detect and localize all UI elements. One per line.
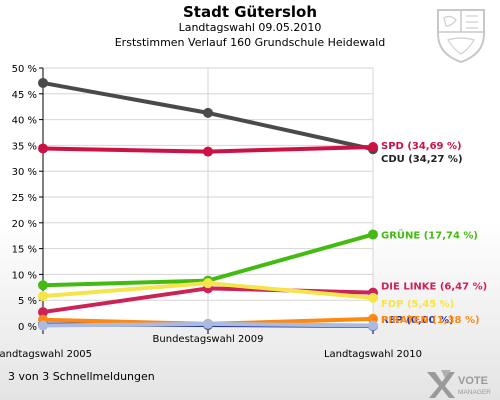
x-tick-label: Landtagswahl 2010 <box>324 349 422 360</box>
data-point-fdp <box>203 278 213 289</box>
logo-line1: VOTE <box>458 375 488 387</box>
data-point-grüne <box>368 229 378 240</box>
data-point-fdp <box>368 292 378 303</box>
vote-manager-x-icon <box>427 370 455 398</box>
y-tick-label: 10 % <box>12 270 37 281</box>
y-tick-label: 30 % <box>12 167 37 178</box>
series-label-fdp: FDP (5,45 %) <box>381 299 454 310</box>
logo-line2: MANAGER <box>458 389 491 396</box>
x-tick-label: Bundestagswahl 2009 <box>153 334 264 345</box>
y-tick-label: 45 % <box>12 90 37 101</box>
y-tick-label: 25 % <box>12 193 37 204</box>
chart-subtitle: Landtagswahl 09.05.2010 <box>178 21 322 34</box>
footer-text: 3 von 3 Schnellmeldungen <box>8 370 155 383</box>
data-point-spd <box>203 146 213 157</box>
y-tick-label: 35 % <box>12 141 37 152</box>
data-point-sonstige <box>38 320 48 331</box>
data-point-spd <box>368 141 378 152</box>
vote-manager-logo: VOTE MANAGER <box>427 370 491 398</box>
y-tick-label: 0 % <box>18 322 37 333</box>
series-label-cdu: CDU (34,27 %) <box>381 154 463 165</box>
data-point-cdu <box>38 77 48 88</box>
series-label-die-linke: DIE LINKE (6,47 %) <box>381 282 487 293</box>
x-tick-label: Landtagswahl 2005 <box>0 349 92 360</box>
y-tick-label: 15 % <box>12 245 37 256</box>
y-tick-label: 20 % <box>12 219 37 230</box>
chart-subtitle-2: Erststimmen Verlauf 160 Grundschule Heid… <box>114 36 386 49</box>
data-point-spd <box>38 143 48 154</box>
data-point-fdp <box>38 291 48 302</box>
coat-of-arms-icon <box>437 9 485 64</box>
data-point-sonstige <box>368 320 378 331</box>
data-point-sonstige <box>203 318 213 329</box>
data-point-grüne <box>38 280 48 291</box>
data-point-cdu <box>203 107 213 118</box>
y-tick-label: 5 % <box>18 296 37 307</box>
series-label-grüne: GRÜNE (17,74 %) <box>381 227 478 241</box>
series-label-piraten: PIRATEN (1,38 %) <box>381 315 480 326</box>
series-label-rep: REP (0,00 %) <box>381 315 454 326</box>
y-tick-label: 50 % <box>12 64 37 75</box>
y-tick-label: 40 % <box>12 116 37 127</box>
chart-title: Stadt Gütersloh <box>182 3 317 21</box>
series-label-spd: SPD (34,69 %) <box>381 141 462 152</box>
data-point-die-linke <box>38 307 48 318</box>
